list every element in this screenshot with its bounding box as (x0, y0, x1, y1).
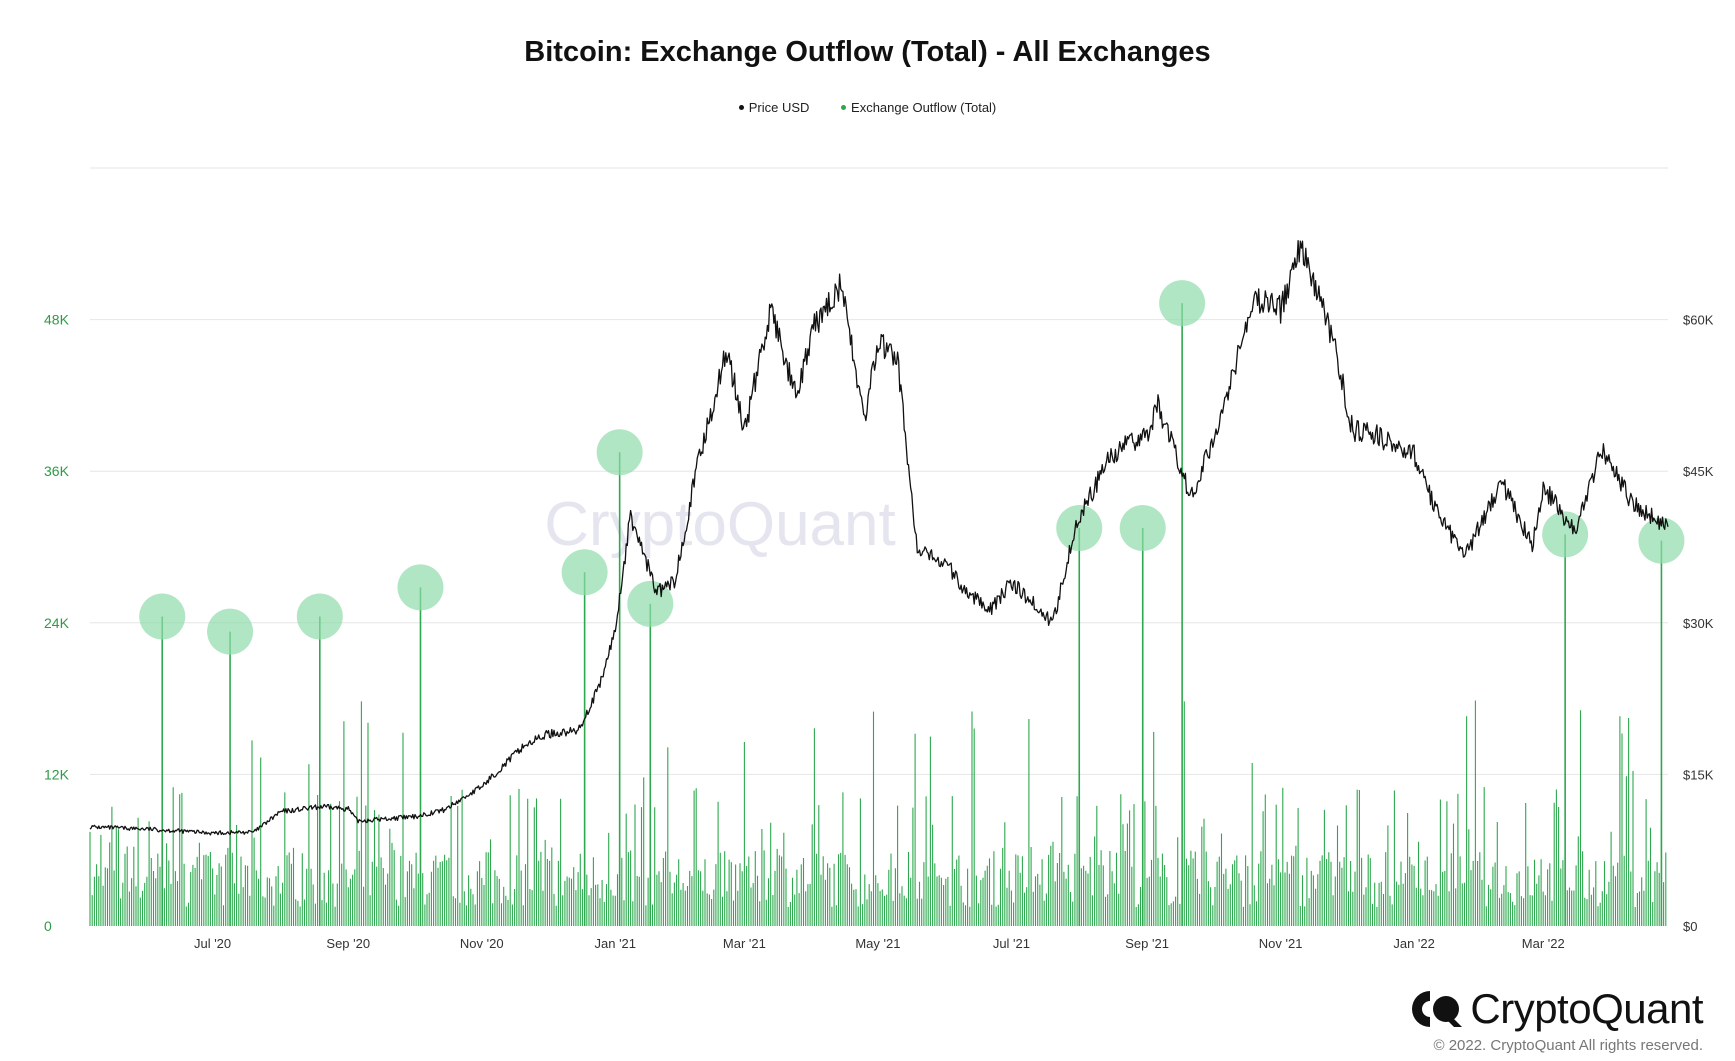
spike-highlight-circle (561, 549, 608, 596)
spike-highlight-circle (139, 593, 186, 640)
x-tick-label: Nov '20 (460, 936, 504, 951)
price-line-layer (89, 240, 1669, 836)
highlighted-spikes (139, 280, 1685, 926)
spike-highlight-circle (1638, 517, 1685, 564)
legend-dot-outflow (841, 105, 847, 111)
grid-layer (90, 167, 1668, 775)
spike-highlight-circle (296, 593, 343, 640)
y-left-tick-label: 24K (44, 615, 70, 631)
y-right-tick-label: $60K (1683, 313, 1714, 328)
spike-highlight-circle (397, 564, 444, 611)
y-left-tick-label: 0 (44, 918, 52, 934)
watermark: CryptoQuant (544, 490, 896, 559)
y-right-tick-label: $45K (1683, 464, 1714, 479)
y-right-tick-label: $0 (1683, 919, 1697, 934)
axes-layer: 0 12K 24K 36K 48K $0 $15K $30K $45K $60K Jul '20 Se… (44, 312, 1714, 951)
y-right-tick-label: $15K (1683, 767, 1714, 782)
x-tick-label: Nov '21 (1259, 936, 1303, 951)
outflow-daily-columns (89, 700, 1667, 926)
spike-highlight-circle (627, 580, 674, 627)
x-tick-label: Sep '21 (1125, 936, 1169, 951)
spike-highlight-circle (1056, 505, 1103, 552)
outflow-bars (89, 700, 1667, 926)
chart-legend: Price USD Exchange Outflow (Total) (0, 100, 1735, 115)
legend-label-price: Price USD (748, 100, 810, 115)
y-left-tick-label: 36K (44, 463, 70, 479)
price-usd-line (89, 240, 1669, 836)
legend-item-outflow[interactable]: Exchange Outflow (Total) (841, 100, 996, 115)
x-tick-label: Jan '22 (1393, 936, 1435, 951)
cryptoquant-logo-icon (1412, 991, 1463, 1027)
legend-dot-price (738, 105, 744, 111)
x-tick-label: Mar '21 (723, 936, 766, 951)
x-tick-label: Sep '20 (326, 936, 370, 951)
y-left-tick-label: 48K (44, 312, 70, 328)
x-tick-label: Mar '22 (1522, 936, 1565, 951)
x-tick-label: Jul '20 (194, 936, 231, 951)
spike-highlight-circle (207, 608, 254, 655)
y-right-tick-label: $30K (1683, 616, 1714, 631)
spike-highlight-circle (596, 429, 643, 476)
spike-highlight-circle (1119, 505, 1166, 552)
x-tick-label: Jan '21 (595, 936, 637, 951)
x-tick-label: Jul '21 (993, 936, 1030, 951)
brand-name: CryptoQuant (1470, 985, 1703, 1032)
legend-label-outflow: Exchange Outflow (Total) (851, 100, 997, 115)
legend-item-price[interactable]: Price USD (738, 100, 810, 115)
chart-title: Bitcoin: Exchange Outflow (Total) - All … (524, 36, 1211, 68)
spike-highlight-circle (1159, 280, 1206, 327)
x-tick-label: May '21 (855, 936, 900, 951)
brand-block: CryptoQuant (1410, 984, 1703, 1034)
y-left-tick-label: 12K (44, 766, 70, 782)
copyright-text: © 2022. CryptoQuant All rights reserved. (1433, 1037, 1703, 1054)
spike-highlight-circle (1542, 511, 1589, 558)
